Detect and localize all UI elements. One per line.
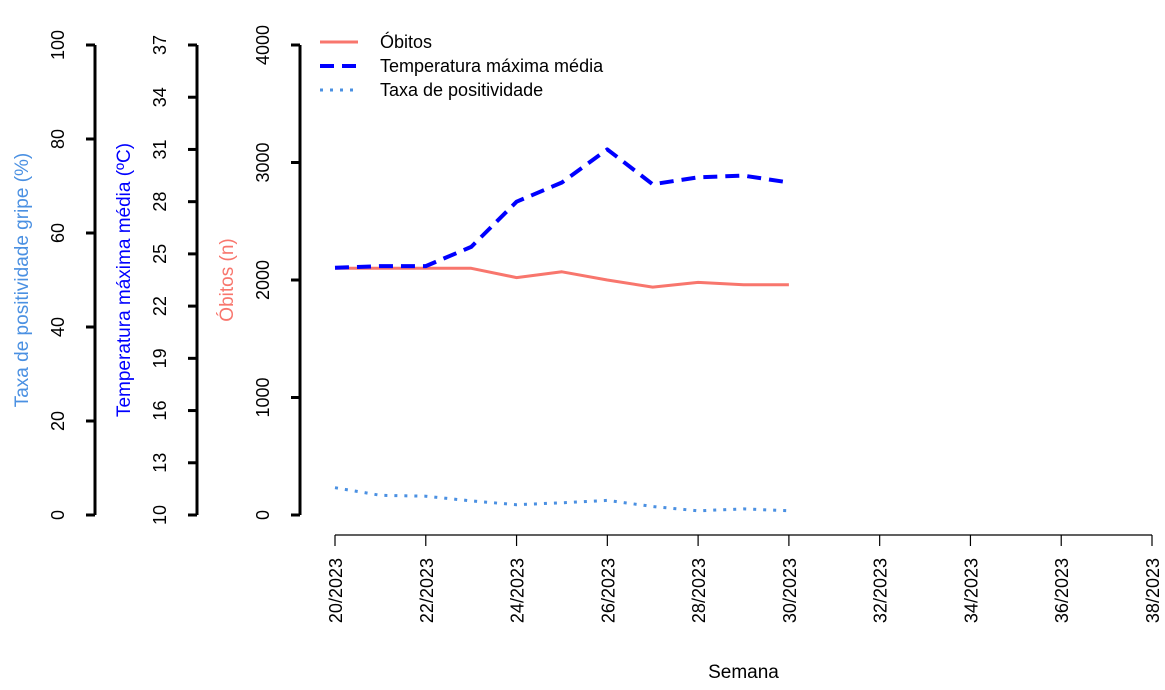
x-axis-title: Semana bbox=[708, 662, 779, 683]
series-group bbox=[334, 147, 790, 513]
obitos-tick-label: 0 bbox=[253, 510, 273, 520]
positividade-tick-label: 40 bbox=[48, 317, 68, 337]
x-tick-label: 24/2023 bbox=[508, 558, 528, 623]
obitos-tick-label: 3000 bbox=[253, 142, 273, 182]
temperatura-tick-label: 16 bbox=[150, 401, 170, 421]
x-tick-label: 30/2023 bbox=[780, 558, 800, 623]
obitos-tick-label: 2000 bbox=[253, 260, 273, 300]
legend-label-temperatura: Temperatura máxima média bbox=[380, 56, 604, 76]
obitos-tick-label: 4000 bbox=[253, 25, 273, 65]
series-line-positividade bbox=[334, 486, 789, 513]
temperatura-tick-label: 34 bbox=[150, 87, 170, 107]
positividade-tick-label: 60 bbox=[48, 223, 68, 243]
obitos-axis: 0 1000 2000 3000 4000 Óbitos (n) bbox=[216, 25, 302, 520]
x-tick-label: 28/2023 bbox=[689, 558, 709, 623]
x-tick-label: 34/2023 bbox=[961, 558, 981, 623]
temperatura-tick-label: 37 bbox=[150, 35, 170, 55]
x-tick-label: 26/2023 bbox=[598, 558, 618, 623]
x-tick-label: 36/2023 bbox=[1052, 558, 1072, 623]
series-line-temperatura bbox=[334, 147, 790, 270]
obitos-axis-title: Óbitos (n) bbox=[216, 238, 238, 321]
positividade-tick-label: 20 bbox=[48, 411, 68, 431]
x-axis: 20/2023 22/2023 24/2023 26/2023 28/2023 30/20… bbox=[326, 534, 1163, 683]
legend-label-obitos: Óbitos bbox=[380, 31, 432, 52]
obitos-tick-label: 1000 bbox=[253, 377, 273, 417]
temperatura-tick-label: 10 bbox=[150, 505, 170, 525]
positividade-axis: 0 20 40 60 80 100 Taxa de positividade gripe (… bbox=[12, 30, 97, 520]
temperatura-axis-title: Temperatura máxima média (ºC) bbox=[114, 143, 135, 417]
x-tick-label: 38/2023 bbox=[1143, 558, 1163, 623]
positividade-axis-title: Taxa de positividade gripe (%) bbox=[12, 153, 33, 408]
temperatura-tick-label: 25 bbox=[150, 244, 170, 264]
temperatura-tick-label: 13 bbox=[150, 453, 170, 473]
positividade-tick-label: 80 bbox=[48, 129, 68, 149]
temperatura-axis: 10 13 16 19 22 25 28 31 34 37 Temperatura máxima m… bbox=[114, 35, 199, 525]
x-tick-label: 22/2023 bbox=[417, 558, 437, 623]
positividade-tick-label: 100 bbox=[48, 30, 68, 60]
positividade-tick-label: 0 bbox=[48, 510, 68, 520]
temperatura-tick-label: 22 bbox=[150, 296, 170, 316]
series-line-obitos bbox=[335, 266, 789, 289]
temperatura-tick-label: 31 bbox=[150, 139, 170, 159]
temperatura-tick-label: 28 bbox=[150, 192, 170, 212]
x-tick-label: 20/2023 bbox=[326, 558, 346, 623]
temperatura-tick-label: 19 bbox=[150, 348, 170, 368]
x-tick-label: 32/2023 bbox=[871, 558, 891, 623]
legend-label-positividade: Taxa de positividade bbox=[380, 80, 543, 100]
legend: Óbitos Temperatura máxima média Taxa de po… bbox=[320, 31, 604, 100]
